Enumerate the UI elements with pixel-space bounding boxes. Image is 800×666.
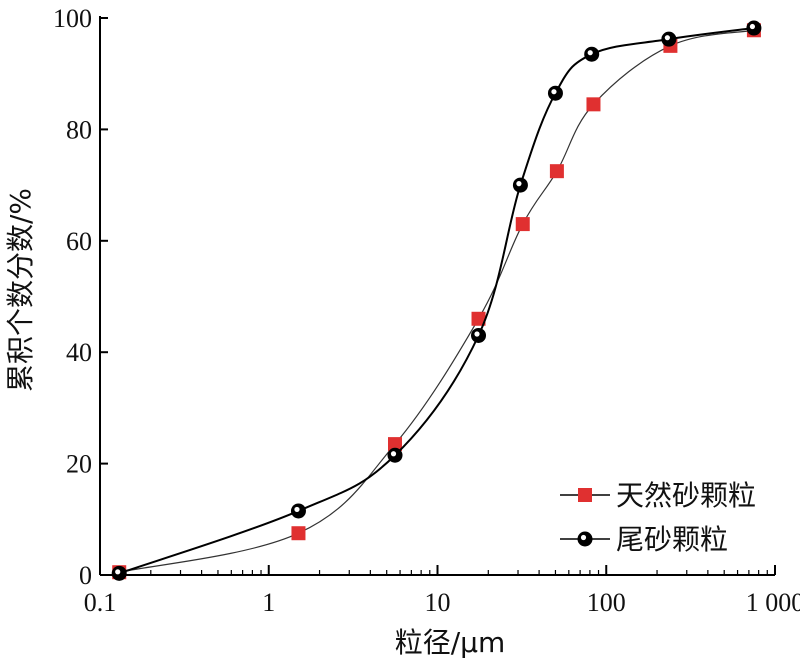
y-tick-label: 80 xyxy=(66,115,92,144)
marker-highlight xyxy=(587,50,593,56)
data-point xyxy=(515,217,530,232)
legend-label: 尾砂颗粒 xyxy=(616,523,728,556)
x-tick-label: 10 xyxy=(425,588,451,617)
data-point xyxy=(290,503,306,519)
x-tick-label: 0.1 xyxy=(84,588,117,617)
data-point xyxy=(291,526,306,541)
marker-highlight xyxy=(115,569,121,575)
legend-item: 尾砂颗粒 xyxy=(560,523,728,556)
y-tick-label: 100 xyxy=(53,4,92,33)
marker-highlight xyxy=(551,89,557,95)
data-point xyxy=(471,327,487,343)
data-point xyxy=(111,565,127,581)
marker-highlight xyxy=(749,23,756,30)
y-tick-label: 60 xyxy=(66,227,92,256)
marker-highlight xyxy=(516,181,522,187)
tick-labels: 0 20 40 60 80 100 0.1 1 10 100 1 000 xyxy=(53,4,800,617)
data-point xyxy=(387,447,403,463)
y-axis-title: 累积个数分数/% xyxy=(4,188,37,392)
series-tailings xyxy=(111,20,762,581)
y-tick-label: 20 xyxy=(66,450,92,479)
legend-marker xyxy=(578,488,592,502)
legend-item: 天然砂颗粒 xyxy=(560,479,756,512)
data-point xyxy=(547,85,563,101)
data-point xyxy=(388,437,403,452)
data-point xyxy=(586,97,601,112)
x-tick-label: 100 xyxy=(587,588,626,617)
legend-marker xyxy=(577,531,593,547)
marker-highlight xyxy=(664,35,670,41)
data-point xyxy=(549,164,564,179)
data-point xyxy=(584,46,600,62)
data-point xyxy=(746,20,762,36)
marker-highlight xyxy=(474,331,480,337)
y-tick-label: 40 xyxy=(66,338,92,367)
x-tick-label: 1 000 xyxy=(746,588,800,617)
x-axis-title: 粒径/μm xyxy=(395,626,506,659)
marker-highlight xyxy=(294,506,300,513)
legend-label: 天然砂颗粒 xyxy=(616,479,756,512)
y-tick-label: 0 xyxy=(79,561,92,590)
marker-highlight xyxy=(390,451,397,457)
chart-axes xyxy=(99,16,776,576)
data-point xyxy=(471,311,486,326)
x-tick-label: 1 xyxy=(262,588,275,617)
marker-highlight xyxy=(580,534,587,541)
data-point xyxy=(512,177,528,193)
chart-series xyxy=(111,20,762,581)
data-point xyxy=(661,31,677,47)
